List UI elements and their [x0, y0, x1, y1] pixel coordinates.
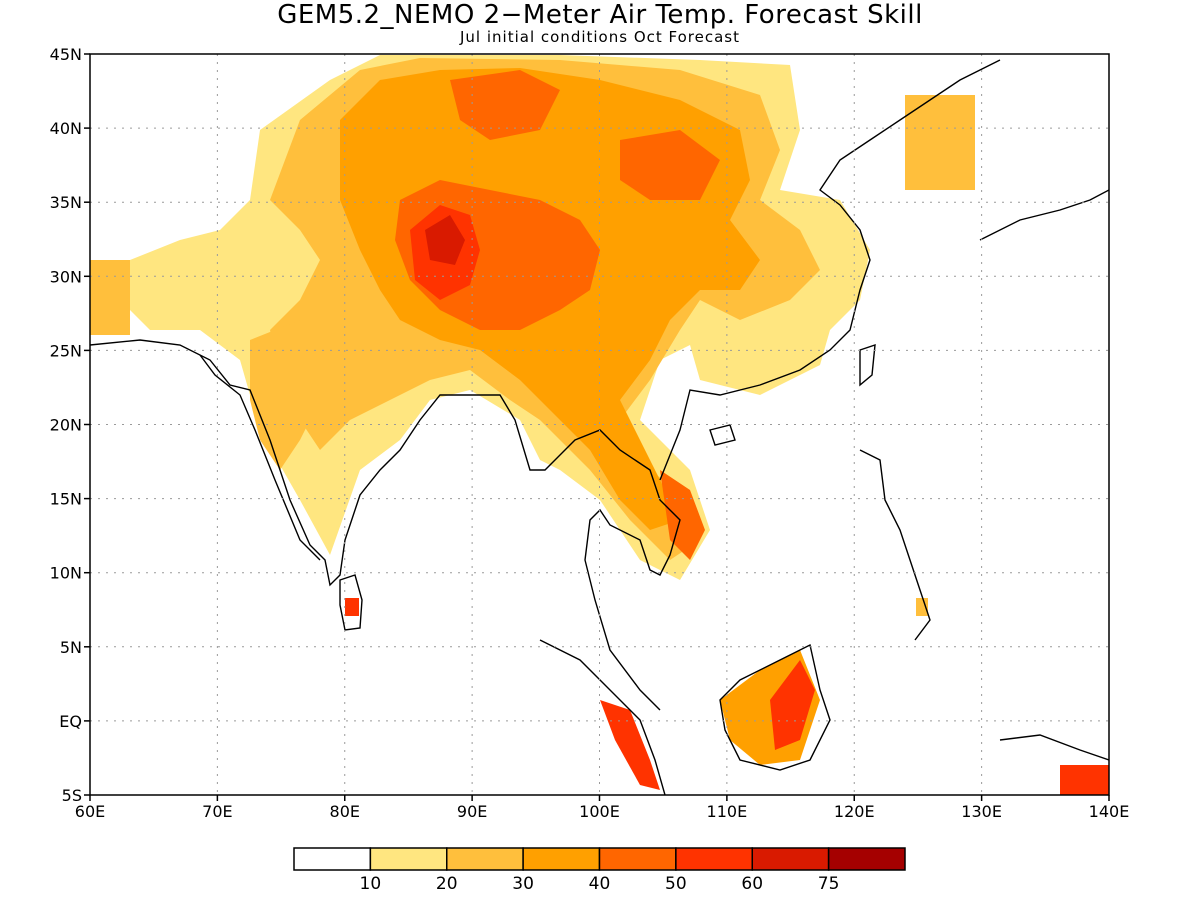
lon-tick-label: 90E — [457, 802, 487, 821]
lon-tick-label: 130E — [961, 802, 1002, 821]
lat-tick-label: 5S — [62, 786, 82, 805]
skill-region-indochina — [660, 470, 705, 560]
skill-patch-philippines — [916, 598, 928, 616]
coastline-hainan — [709, 424, 736, 446]
colorbar-label: 60 — [741, 874, 763, 894]
colorbar-label: 75 — [818, 874, 840, 894]
skill-patch-png — [1060, 765, 1109, 795]
colorbar-swatch — [751, 847, 830, 871]
lat-tick-label: EQ — [59, 712, 82, 731]
skill-region-india — [250, 320, 330, 470]
skill-patch-srilanka — [345, 598, 359, 616]
colorbar-label: 10 — [360, 874, 382, 894]
skill-region-50b — [450, 70, 560, 140]
lat-tick-label: 15N — [50, 490, 82, 509]
colorbar-swatch — [522, 847, 601, 871]
lon-tick-label: 70E — [202, 802, 232, 821]
axis-ticks: 60E 70E 80E 90E 100E 110E 120E 130E 140E 45N 40N 35… — [50, 45, 1130, 821]
colorbar-swatch — [827, 847, 906, 871]
coastline-india-west — [199, 354, 321, 561]
coastline-asia — [90, 339, 681, 711]
coastline-borneo — [719, 643, 831, 771]
colorbar-label: 30 — [512, 874, 534, 894]
lon-tick-label: 110E — [707, 802, 748, 821]
skill-region-50c — [620, 130, 720, 200]
colorbar: 10 20 30 40 50 60 75 — [293, 847, 906, 894]
coastline-taiwan — [859, 343, 876, 387]
lon-tick-label: 120E — [834, 802, 875, 821]
lon-tick-label: 100E — [579, 802, 620, 821]
lat-tick-label: 25N — [50, 341, 82, 360]
lat-tick-label: 5N — [60, 638, 82, 657]
lon-tick-label: 140E — [1089, 802, 1130, 821]
lon-tick-label: 60E — [75, 802, 105, 821]
chart-subtitle: Jul initial conditions Oct Forecast — [460, 28, 740, 46]
colorbar-swatch — [598, 847, 677, 871]
skill-region-borneo-high — [770, 660, 815, 750]
colorbar-label: 20 — [436, 874, 458, 894]
coastline-newguinea — [999, 734, 1109, 761]
lon-tick-label: 80E — [330, 802, 360, 821]
gridlines — [90, 54, 1109, 795]
skill-patch-arabia — [90, 260, 130, 335]
skill-shading — [90, 55, 1109, 795]
lat-tick-label: 40N — [50, 119, 82, 138]
lat-tick-label: 10N — [50, 564, 82, 583]
colorbar-swatch — [369, 847, 448, 871]
lat-tick-label: 20N — [50, 416, 82, 435]
colorbar-swatch — [675, 847, 753, 871]
coastline-china-east — [659, 59, 1001, 481]
coastlines — [90, 59, 1109, 795]
skill-region-75 — [425, 215, 465, 265]
skill-patch-korea — [905, 95, 975, 190]
colorbar-label: 40 — [589, 874, 611, 894]
colorbar-swatch — [293, 847, 372, 871]
coastline-japan — [979, 189, 1109, 241]
chart-title: GEM5.2_NEMO 2−Meter Air Temp. Forecast S… — [277, 0, 923, 30]
colorbar-label: 50 — [665, 874, 687, 894]
colorbar-swatch — [446, 847, 524, 871]
lat-tick-label: 30N — [50, 267, 82, 286]
lat-tick-label: 45N — [50, 45, 82, 64]
coastline-srilanka — [339, 574, 363, 631]
lat-tick-label: 35N — [50, 193, 82, 212]
coastline-sumatra — [539, 639, 666, 795]
coastline-philippines — [859, 449, 931, 641]
skill-region-sumatra — [600, 700, 660, 790]
